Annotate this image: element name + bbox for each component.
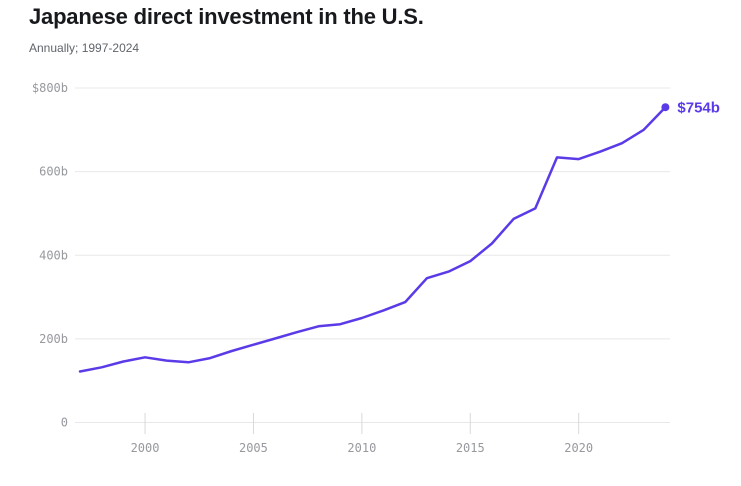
investment-line-series [78,105,667,373]
y-axis-label: $800b [32,81,68,95]
y-axis-label: 0 [61,416,68,430]
x-axis-label: 2010 [347,441,376,455]
x-axis-label: 2015 [456,441,485,455]
x-axis-label: 2000 [131,441,160,455]
endpoint-value-annotation: $754b [677,100,720,117]
y-axis-label: 200b [39,332,68,346]
x-axis-label: 2020 [564,441,593,455]
y-axis-label: 400b [39,248,68,262]
y-axis-label: 600b [39,165,68,179]
chart-subtitle: Annually; 1997-2024 [29,41,140,55]
endpoint-marker [661,103,670,112]
x-axis-label: 2005 [239,441,268,455]
chart-title: Japanese direct investment in the U.S. [29,4,424,29]
